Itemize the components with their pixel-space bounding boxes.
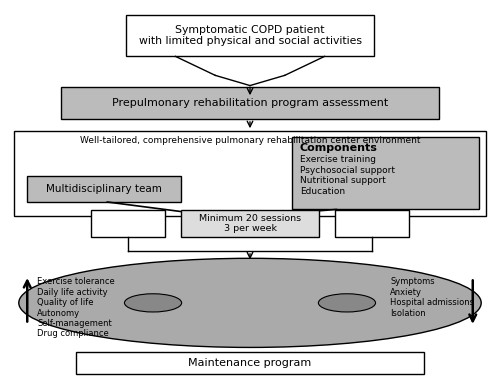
Text: Multidisciplinary team: Multidisciplinary team <box>46 184 162 194</box>
FancyBboxPatch shape <box>61 87 439 119</box>
Text: Maintenance program: Maintenance program <box>188 358 312 368</box>
Text: Minimum 20 sessions
3 per week: Minimum 20 sessions 3 per week <box>199 214 301 233</box>
Text: Well-tailored, comprehensive pulmonary rehabilitation center environment: Well-tailored, comprehensive pulmonary r… <box>80 136 420 145</box>
Ellipse shape <box>19 258 481 348</box>
Text: Exercise tolerance
Daily life activity
Quality of life
Autonomy
Self-management
: Exercise tolerance Daily life activity Q… <box>37 277 115 338</box>
FancyBboxPatch shape <box>334 210 409 237</box>
FancyBboxPatch shape <box>91 210 166 237</box>
FancyBboxPatch shape <box>76 352 424 374</box>
Ellipse shape <box>318 294 376 312</box>
Ellipse shape <box>124 294 182 312</box>
Text: Exercise training
Psychosocial support
Nutritional support
Education: Exercise training Psychosocial support N… <box>300 155 394 196</box>
Text: Symptoms
Anxiety
Hospital admissions
Isolation: Symptoms Anxiety Hospital admissions Iso… <box>390 277 474 318</box>
FancyBboxPatch shape <box>27 176 182 202</box>
Text: Prepulmonary rehabilitation program assessment: Prepulmonary rehabilitation program asse… <box>112 98 388 108</box>
FancyBboxPatch shape <box>292 137 478 209</box>
Text: Symptomatic COPD patient
with limited physical and social activities: Symptomatic COPD patient with limited ph… <box>138 25 362 46</box>
FancyBboxPatch shape <box>14 131 486 216</box>
FancyBboxPatch shape <box>126 15 374 57</box>
Text: Components: Components <box>300 143 378 153</box>
FancyBboxPatch shape <box>182 210 318 237</box>
